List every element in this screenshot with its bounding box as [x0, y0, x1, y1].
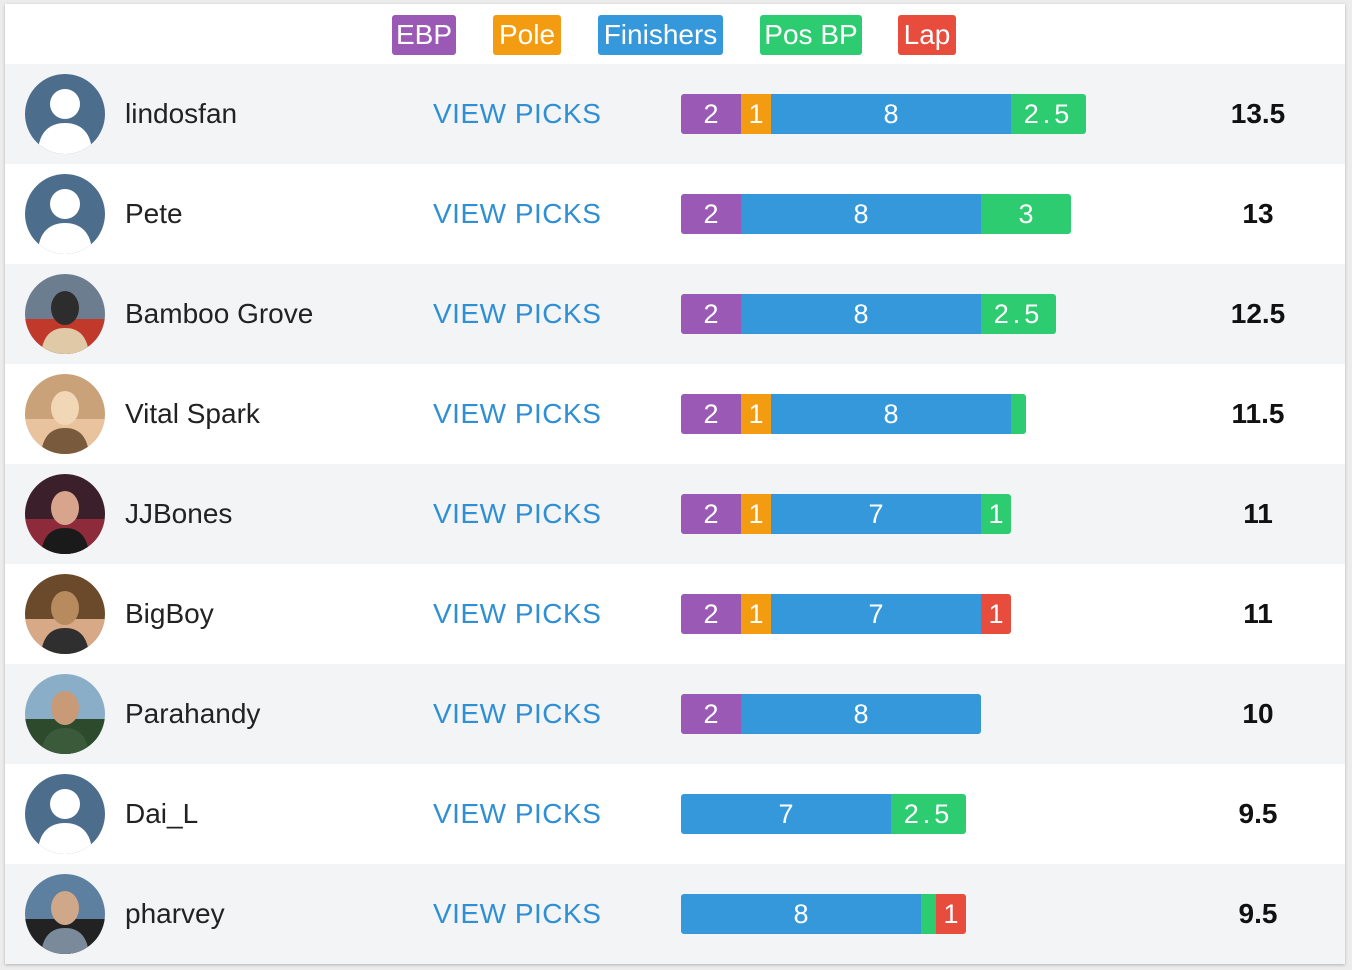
bar-segment-ebp: 2 [681, 294, 741, 334]
bar-segment-posbp: 1 [981, 494, 1011, 534]
player-row: pharvey VIEW PICKS 8 1 9.5 [5, 864, 1345, 964]
bar-segment-finishers: 8 [741, 694, 981, 734]
bar-segment-posbp [921, 894, 936, 934]
avatar [25, 874, 105, 954]
bar-segment-pole: 1 [741, 494, 771, 534]
avatar [25, 374, 105, 454]
bar-segment-posbp: 2.5 [891, 794, 966, 834]
player-name: BigBoy [125, 598, 214, 629]
bar-segment-ebp: 2 [681, 694, 741, 734]
view-picks-link[interactable]: VIEW PICKS [433, 398, 602, 429]
bar-segment-posbp: 2.5 [981, 294, 1056, 334]
default-avatar-icon [25, 174, 105, 254]
legend-lap: Lap [898, 15, 956, 55]
player-list: lindosfan VIEW PICKS 2 1 8 2.5 13.5 Pete VIEW PI… [5, 64, 1345, 964]
player-row: Pete VIEW PICKS 2 8 3 13 [5, 164, 1345, 264]
bar-segment-finishers: 7 [771, 594, 981, 634]
player-name: lindosfan [125, 98, 238, 129]
bar-segment-ebp: 2 [681, 194, 741, 234]
total-score: 11.5 [1231, 398, 1285, 429]
total-score: 13 [1242, 198, 1274, 229]
player-name: Pete [125, 198, 183, 229]
bar-segment-finishers: 7 [771, 494, 981, 534]
bar-segment-posbp: 2.5 [1011, 94, 1086, 134]
leaderboard-panel: EBP Pole Finishers Pos BP Lap lindosfan VIEW … [5, 4, 1345, 964]
legend-pole: Pole [493, 15, 561, 55]
bar-segment-posbp [1011, 394, 1026, 434]
player-name: Bamboo Grove [125, 298, 314, 329]
bar-segment-finishers: 8 [741, 294, 981, 334]
bar-segment-lap: 1 [936, 894, 966, 934]
legend-finishers: Finishers [598, 15, 723, 55]
bar-segment-pole: 1 [741, 394, 771, 434]
bar-segment-finishers: 8 [681, 894, 921, 934]
legend-posbp: Pos BP [760, 15, 862, 55]
player-row: JJBones VIEW PICKS 2 1 7 1 11 [5, 464, 1345, 564]
total-score: 11 [1243, 598, 1273, 629]
bar-segment-pole: 1 [741, 594, 771, 634]
player-name: Vital Spark [125, 398, 260, 429]
view-picks-link[interactable]: VIEW PICKS [433, 98, 602, 129]
view-picks-link[interactable]: VIEW PICKS [433, 598, 602, 629]
avatar [25, 574, 105, 654]
bar-segment-finishers: 7 [681, 794, 891, 834]
player-name: JJBones [125, 498, 233, 529]
points-bar: 2 8 2.5 [681, 294, 1056, 334]
view-picks-link[interactable]: VIEW PICKS [433, 798, 602, 829]
bar-segment-finishers: 8 [771, 394, 1011, 434]
view-picks-link[interactable]: VIEW PICKS [433, 498, 602, 529]
bar-segment-posbp: 3 [981, 194, 1071, 234]
total-score: 13.5 [1230, 98, 1286, 129]
bar-segment-finishers: 8 [741, 194, 981, 234]
view-picks-link[interactable]: VIEW PICKS [433, 898, 602, 929]
legend: EBP Pole Finishers Pos BP Lap [5, 4, 1345, 64]
player-name: Parahandy [125, 698, 261, 729]
bar-segment-ebp: 2 [681, 94, 741, 134]
view-picks-link[interactable]: VIEW PICKS [433, 298, 602, 329]
player-row: lindosfan VIEW PICKS 2 1 8 2.5 13.5 [5, 64, 1345, 164]
player-row: BigBoy VIEW PICKS 2 1 7 1 11 [5, 564, 1345, 664]
legend-ebp: EBP [392, 15, 456, 55]
player-name: pharvey [125, 898, 225, 929]
total-score: 11 [1243, 498, 1273, 529]
bar-segment-ebp: 2 [681, 394, 741, 434]
player-row: Bamboo Grove VIEW PICKS 2 8 2.5 12.5 [5, 264, 1345, 364]
total-score: 9.5 [1238, 898, 1278, 929]
bar-segment-finishers: 8 [771, 94, 1011, 134]
bar-segment-pole: 1 [741, 94, 771, 134]
bar-segment-ebp: 2 [681, 494, 741, 534]
bar-segment-ebp: 2 [681, 594, 741, 634]
default-avatar-icon [25, 74, 105, 154]
view-picks-link[interactable]: VIEW PICKS [433, 698, 602, 729]
total-score: 9.5 [1238, 798, 1278, 829]
player-row: Parahandy VIEW PICKS 2 8 10 [5, 664, 1345, 764]
total-score: 10 [1242, 698, 1274, 729]
player-row: Vital Spark VIEW PICKS 2 1 8 11.5 [5, 364, 1345, 464]
view-picks-link[interactable]: VIEW PICKS [433, 198, 602, 229]
points-bar: 2 1 8 2.5 [681, 94, 1086, 134]
player-name: Dai_L [125, 798, 199, 829]
avatar [25, 274, 105, 354]
avatar [25, 674, 105, 754]
default-avatar-icon [25, 774, 105, 854]
bar-segment-lap: 1 [981, 594, 1011, 634]
avatar [25, 474, 105, 554]
player-row: Dai_L VIEW PICKS 7 2.5 9.5 [5, 764, 1345, 864]
total-score: 12.5 [1230, 298, 1286, 329]
points-bar: 7 2.5 [681, 794, 966, 834]
